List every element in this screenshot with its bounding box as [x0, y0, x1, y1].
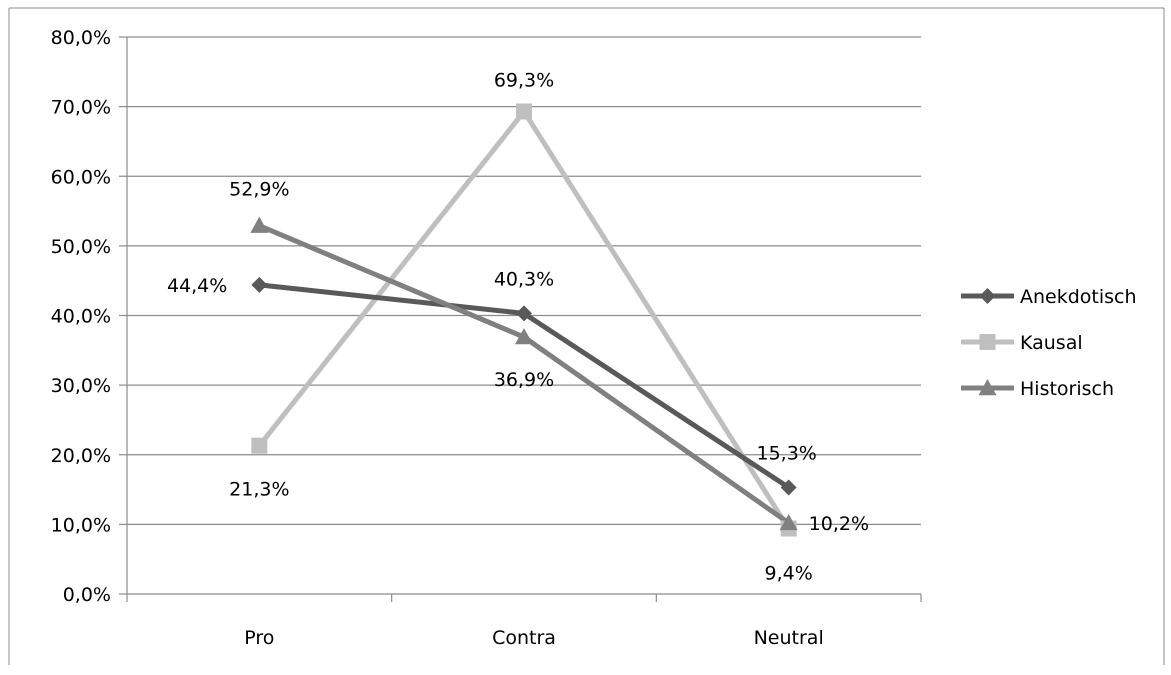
point-anekdotisch-pro	[251, 276, 268, 293]
data-labels: 44,4% 40,3% 15,3% 21,3% 69,3% 9,4% 52,9% 36,9% 1…	[167, 69, 869, 584]
y-tick-label: 60,0%	[51, 166, 111, 188]
point-kausal-contra	[516, 103, 532, 120]
data-label: 36,9%	[494, 369, 554, 391]
legend-label: Anekdotisch	[1020, 286, 1137, 308]
data-label: 69,3%	[494, 69, 554, 91]
y-tick-label: 40,0%	[51, 306, 111, 328]
point-historisch-neutral	[779, 513, 798, 531]
legend-marker-historisch	[978, 379, 997, 396]
data-label: 15,3%	[756, 442, 816, 464]
x-tick-label: Contra	[492, 627, 556, 649]
series	[250, 103, 798, 537]
data-label: 21,3%	[229, 479, 289, 501]
y-tick-label: 80,0%	[51, 27, 111, 49]
y-tick-label: 30,0%	[51, 375, 111, 397]
y-tick-label: 50,0%	[51, 236, 111, 258]
point-anekdotisch-contra	[516, 305, 532, 322]
legend-marker-kausal	[979, 334, 996, 350]
point-kausal-pro	[251, 437, 268, 454]
x-tick-label: Pro	[244, 627, 274, 649]
point-historisch-contra	[515, 328, 533, 345]
data-label: 9,4%	[765, 563, 813, 585]
legend-label: Historisch	[1020, 378, 1114, 400]
point-anekdotisch-neutral	[780, 479, 797, 496]
gridlines	[127, 36, 921, 525]
data-label: 10,2%	[809, 513, 869, 535]
legend-marker-anekdotisch	[979, 288, 996, 304]
legend: Anekdotisch Kausal Historisch	[961, 286, 1137, 400]
x-tick-label: Neutral	[754, 627, 824, 649]
point-historisch-pro	[250, 216, 269, 233]
y-tick-label: 10,0%	[51, 514, 111, 536]
y-tick-label: 70,0%	[51, 97, 111, 119]
data-label: 44,4%	[167, 275, 227, 297]
y-tick-label: 20,0%	[51, 445, 111, 467]
data-label: 52,9%	[229, 179, 289, 201]
axes: 0,0% 10,0% 20,0% 30,0% 40,0% 50,0% 60,0% 70,0% 8…	[51, 27, 922, 649]
data-label: 40,3%	[494, 268, 554, 290]
legend-label: Kausal	[1020, 332, 1083, 354]
y-tick-label: 0,0%	[63, 584, 111, 606]
